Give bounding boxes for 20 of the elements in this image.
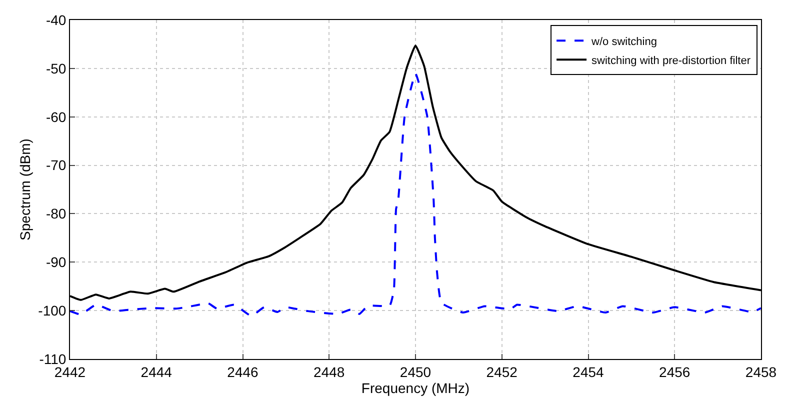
legend-label: switching with pre-distortion filter [592, 54, 751, 67]
line-series [70, 72, 761, 317]
y-axis-title: Spectrum (dBm) [16, 138, 33, 240]
x-tick-label: 2444 [140, 364, 172, 380]
y-tick-label: -40 [46, 12, 66, 28]
y-tick-label: -90 [46, 254, 66, 270]
y-tick-label: -80 [46, 206, 66, 222]
x-tick-label: 2454 [572, 364, 604, 380]
x-tick-label: 2448 [314, 364, 345, 380]
x-tick-label: 2446 [227, 364, 259, 380]
y-tick-label: -60 [46, 108, 66, 125]
x-tick-label: 2450 [400, 364, 432, 380]
y-tick-label: -70 [46, 157, 66, 174]
y-tick-label: -100 [38, 302, 66, 318]
x-axis-title: Frequency (MHz) [361, 380, 470, 396]
x-tick-label: 2458 [745, 364, 777, 380]
legend-label: w/o switching [590, 36, 657, 48]
y-tick-label: -50 [46, 60, 66, 76]
x-tick-label: 2452 [486, 364, 518, 380]
x-tick-label: 2456 [659, 364, 690, 380]
